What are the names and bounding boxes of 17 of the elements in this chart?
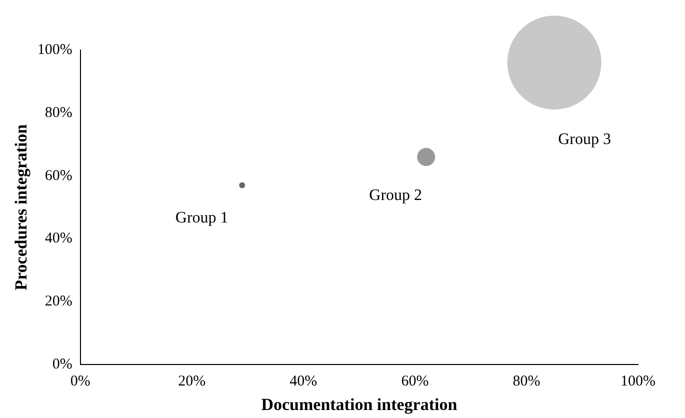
series-label: Group 2 — [369, 187, 422, 204]
y-tick-label: 20% — [44, 294, 72, 310]
x-axis-title: Documentation integration — [261, 395, 458, 414]
x-tick-label: 40% — [290, 374, 318, 390]
x-tick-label: 100% — [620, 374, 656, 390]
y-tick-label: 40% — [44, 230, 72, 247]
series-label: Group 3 — [558, 130, 612, 148]
y-axis-title: Procedures integration — [12, 124, 31, 290]
series-label: Group 1 — [175, 209, 228, 226]
x-tick-label: 20% — [178, 374, 206, 390]
x-tick-label: 80% — [512, 374, 540, 390]
y-tick-label: 80% — [44, 104, 72, 121]
y-tick-label: 100% — [37, 42, 72, 58]
y-tick-label: 60% — [44, 168, 72, 184]
y-tick-label: 0% — [52, 356, 72, 373]
x-tick-label: 0% — [70, 374, 90, 390]
x-tick-label: 60% — [401, 374, 429, 390]
